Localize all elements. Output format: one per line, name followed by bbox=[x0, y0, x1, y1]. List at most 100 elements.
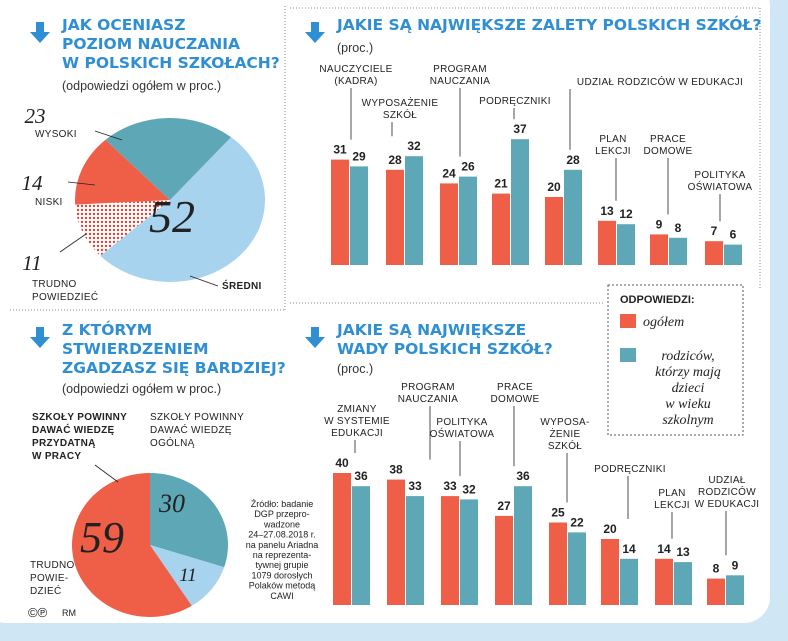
leader-line bbox=[67, 181, 96, 186]
chart-subtitle: (proc.) bbox=[337, 41, 373, 55]
bar bbox=[568, 532, 586, 605]
value-label: 22 bbox=[570, 515, 584, 529]
bar bbox=[598, 220, 616, 265]
value-label: 28 bbox=[388, 153, 402, 167]
category-label: ZMIANY W SYSTEMIE EDUKACJI bbox=[324, 404, 390, 439]
bar bbox=[564, 169, 582, 265]
pie-slice bbox=[105, 117, 232, 200]
legend-label: ogółem bbox=[643, 315, 684, 330]
bar bbox=[545, 197, 563, 265]
bar bbox=[726, 575, 744, 605]
chart-title: Z KTÓRYM STWIERDZENIEM ZGADZASZ SIĘ BARDZI… bbox=[62, 320, 286, 377]
leader-line bbox=[189, 275, 219, 287]
value-label: 25 bbox=[551, 506, 565, 520]
category-label: PRACE DOMOWE bbox=[490, 382, 539, 405]
leader-line bbox=[94, 130, 123, 141]
category-label: NISKI bbox=[35, 197, 63, 208]
value-label: 21 bbox=[494, 177, 508, 191]
legend-box bbox=[607, 284, 744, 436]
bar bbox=[441, 496, 459, 605]
pie-slice bbox=[72, 473, 192, 618]
value-label: 7 bbox=[711, 224, 718, 238]
source-note: Źródło: badanie DGP przepro-wadzone 24–27.… bbox=[246, 499, 319, 601]
value-label: 59 bbox=[80, 513, 124, 562]
category-label: NAUCZYCIELE (KADRA) bbox=[319, 64, 392, 87]
value-label: 8 bbox=[675, 221, 682, 235]
category-label: PODRĘCZNIKI bbox=[479, 96, 551, 107]
value-label: 14 bbox=[657, 542, 671, 556]
bar bbox=[549, 522, 567, 605]
copyright: ©℗ bbox=[28, 605, 48, 620]
value-label: 14 bbox=[622, 542, 636, 556]
credit: RM bbox=[62, 608, 76, 618]
bar bbox=[617, 224, 635, 265]
value-label: 24 bbox=[442, 166, 456, 180]
legend-swatch bbox=[620, 314, 636, 328]
leader-line bbox=[59, 233, 87, 253]
legend-swatch bbox=[620, 348, 636, 362]
category-label: WYPOSAŻENIE SZKÓŁ bbox=[362, 96, 439, 121]
value-label: 14 bbox=[22, 171, 44, 195]
bar bbox=[601, 539, 619, 605]
bar bbox=[705, 241, 723, 265]
value-label: 32 bbox=[462, 482, 476, 496]
bar bbox=[511, 139, 529, 265]
value-label: 28 bbox=[566, 153, 580, 167]
category-label: ŚREDNI bbox=[222, 279, 262, 292]
value-label: 52 bbox=[149, 191, 195, 242]
value-label: 38 bbox=[389, 463, 403, 477]
arrow-icon bbox=[30, 327, 50, 348]
value-label: 8 bbox=[713, 562, 720, 576]
bar bbox=[514, 486, 532, 605]
bar bbox=[495, 515, 513, 605]
arrow-icon bbox=[30, 22, 50, 43]
category-label: PODRĘCZNIKI bbox=[594, 464, 666, 475]
category-label: UDZIAŁ RODZICÓW W EDUKACJI bbox=[577, 75, 743, 88]
category-label: PLAN LEKCJI bbox=[595, 134, 631, 157]
category-label: POLITYKA OŚWIATOWA bbox=[430, 417, 495, 440]
bar bbox=[406, 496, 424, 605]
bar bbox=[405, 156, 423, 265]
arrow-icon bbox=[305, 22, 325, 43]
value-label: 11 bbox=[179, 565, 197, 586]
category-label: UDZIAŁ RODZICÓW W EDUKACJI bbox=[695, 475, 760, 510]
value-label: 11 bbox=[22, 251, 41, 275]
value-label: 6 bbox=[730, 228, 737, 242]
value-label: 9 bbox=[656, 217, 663, 231]
bar bbox=[655, 558, 673, 605]
value-label: 36 bbox=[354, 469, 368, 483]
value-label: 36 bbox=[516, 469, 530, 483]
bar bbox=[440, 183, 458, 265]
chart-title: JAKIE SĄ NAJWIĘKSZE ZALETY POLSKICH SZKÓ… bbox=[336, 15, 762, 34]
bar bbox=[459, 176, 477, 265]
bar bbox=[620, 558, 638, 605]
category-label: PRACE DOMOWE bbox=[643, 134, 692, 157]
chart-subtitle: (odpowiedzi ogółem w proc.) bbox=[62, 79, 221, 93]
category-label: TRUDNO POWIEDZIEĆ bbox=[32, 279, 98, 303]
bar bbox=[331, 159, 349, 265]
pie-slice bbox=[100, 137, 265, 282]
value-label: 12 bbox=[619, 207, 633, 221]
value-label: 20 bbox=[547, 180, 561, 194]
category-label: TRUDNO POWIE-DZIEĆ bbox=[30, 560, 75, 597]
category-label: PLAN LEKCJI bbox=[654, 488, 690, 511]
value-label: 9 bbox=[732, 558, 739, 572]
value-label: 40 bbox=[335, 456, 349, 470]
value-label: 26 bbox=[461, 160, 475, 174]
bar bbox=[460, 499, 478, 605]
value-label: 31 bbox=[333, 143, 347, 157]
arrow-icon bbox=[305, 327, 325, 348]
bar bbox=[386, 169, 404, 265]
category-label: WYPOSA-ŻENIE SZKÓŁ bbox=[540, 417, 589, 452]
category-label: PROGRAM NAUCZANIA bbox=[430, 64, 491, 87]
chart-title: JAK OCENIASZ POZIOM NAUCZANIA W POLSKICH S… bbox=[61, 16, 280, 72]
pie-slice bbox=[75, 139, 170, 205]
bar bbox=[387, 479, 405, 605]
category-label: PROGRAM NAUCZANIA bbox=[398, 382, 459, 405]
value-label: 13 bbox=[676, 545, 690, 559]
pie-slice bbox=[75, 200, 170, 256]
value-label: 29 bbox=[352, 149, 366, 163]
value-label: 13 bbox=[600, 204, 614, 218]
chart-title: JAKIE SĄ NAJWIĘKSZE WADY POLSKICH SZKÓŁ? bbox=[336, 321, 553, 358]
bar bbox=[350, 166, 368, 265]
